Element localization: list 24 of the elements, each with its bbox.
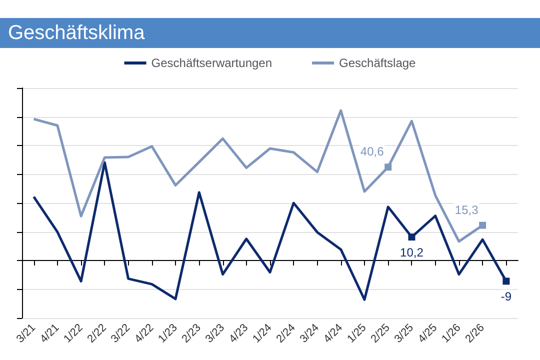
- data-label: 15,3: [454, 202, 479, 217]
- data-label: 10,2: [400, 246, 424, 260]
- x-tick-label: 1/22: [62, 322, 86, 346]
- x-tick-label: 1/23: [156, 322, 180, 346]
- data-label: 40,6: [360, 144, 384, 159]
- x-tick-label: 1/24: [250, 322, 274, 346]
- data-label: -9: [500, 290, 512, 304]
- x-tick-label: 4/21: [38, 322, 62, 346]
- point: [384, 164, 392, 171]
- x-tick-label: 3/23: [203, 322, 228, 346]
- x-tick-label: 4/23: [227, 322, 251, 346]
- x-tick-label: 1/26: [440, 322, 464, 346]
- legend-label: Geschäftslage: [339, 56, 416, 70]
- point: [408, 234, 416, 241]
- legend-label: Geschäftserwartungen: [151, 56, 272, 70]
- x-tick-label: 3/24: [298, 322, 322, 346]
- point: [502, 278, 510, 285]
- x-tick-label: 3/21: [14, 322, 38, 346]
- x-tick-label: 3/22: [108, 322, 133, 346]
- point: [479, 222, 486, 229]
- x-tick-label: 4/24: [321, 322, 346, 346]
- chart-title: Geschäftsklima: [0, 18, 540, 48]
- x-tick-label: 4/22: [132, 322, 156, 346]
- x-tick-label: 4/25: [416, 322, 440, 346]
